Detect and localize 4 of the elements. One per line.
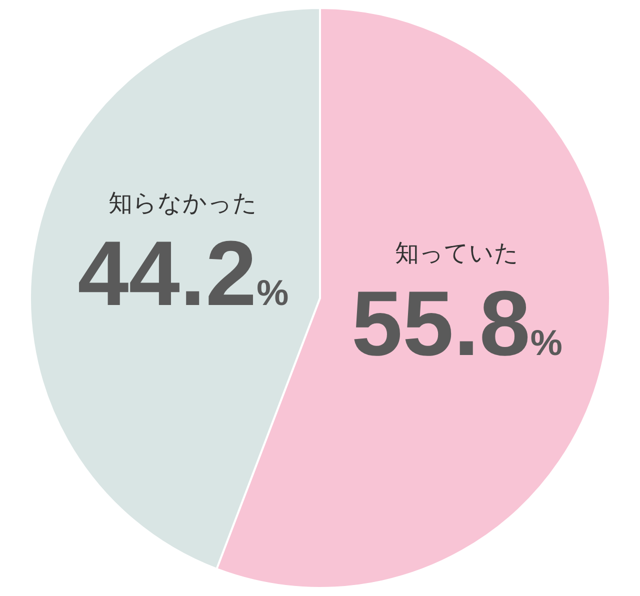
data-label: 44.2% — [78, 222, 289, 325]
slice-label: 知らなかった — [108, 188, 258, 217]
slice-label: 知っていた — [394, 239, 519, 268]
data-label: 55.8% — [351, 273, 562, 376]
